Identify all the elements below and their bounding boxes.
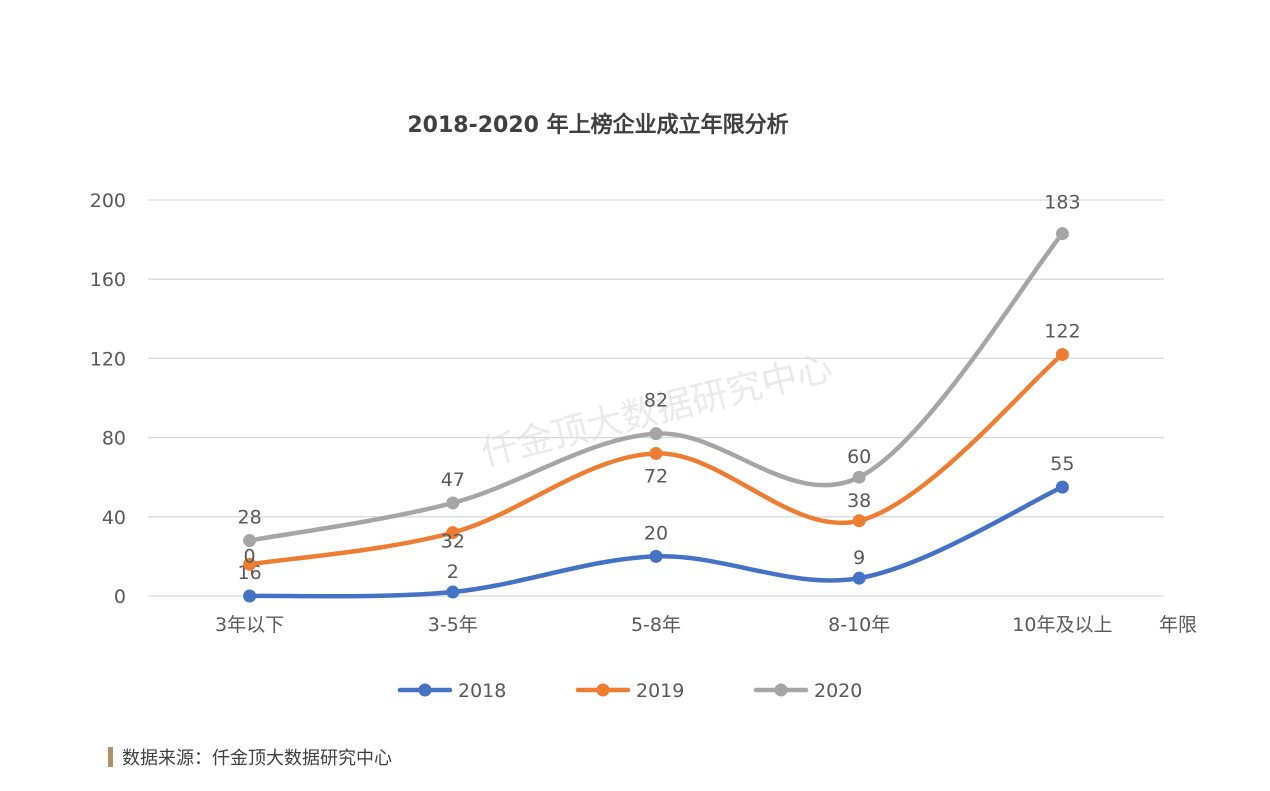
data-label-2020: 183	[1044, 192, 1080, 214]
data-point-2019	[852, 514, 866, 528]
x-axis-ticks: 3年以下 3-5年 5-8年 8-10年 10年及以上	[215, 614, 1112, 636]
data-label-2019: 0	[244, 545, 256, 567]
data-point-2018	[649, 549, 663, 563]
data-label-2019: 38	[847, 490, 871, 512]
data-point-2018	[243, 589, 257, 603]
data-point-2018	[852, 571, 866, 585]
legend-marker	[596, 683, 610, 697]
data-label-2020: 47	[441, 469, 465, 491]
x-tick-label: 3年以下	[215, 614, 284, 636]
series: 16 2 20 9 55 0 32 72 38 122 28 47 82 60 183	[238, 192, 1081, 603]
data-point-2019	[649, 446, 663, 460]
data-point-2018	[1055, 480, 1069, 494]
legend-label: 2018	[458, 680, 506, 702]
y-tick-label: 120	[90, 348, 126, 370]
source-note: 数据来源：仟金顶大数据研究中心	[108, 744, 392, 770]
series-2020: 28 47 82 60 183	[238, 192, 1081, 548]
series-2019: 0 32 72 38 122	[243, 320, 1081, 571]
legend: 2018 2019 2020	[397, 680, 862, 702]
y-tick-label: 200	[90, 190, 126, 212]
y-tick-label: 0	[114, 586, 126, 608]
y-tick-label: 40	[102, 507, 126, 529]
legend-item-2020: 2020	[753, 680, 862, 702]
data-point-2019	[243, 557, 257, 571]
legend-item-2019: 2019	[575, 680, 684, 702]
data-label-2018: 9	[853, 547, 865, 569]
x-axis-label: 年限	[1159, 614, 1197, 636]
y-tick-label: 160	[90, 269, 126, 291]
legend-item-2018: 2018	[397, 680, 506, 702]
data-point-2020	[243, 534, 257, 548]
y-tick-label: 80	[102, 428, 126, 450]
legend-label: 2020	[814, 680, 862, 702]
data-point-2020	[649, 427, 663, 441]
y-axis-ticks: 0 40 80 120 160 200	[90, 190, 126, 608]
data-point-2019	[446, 526, 460, 540]
series-2018: 16 2 20 9 55	[238, 453, 1074, 603]
data-label-2019: 32	[441, 531, 465, 553]
data-point-2018	[446, 585, 460, 599]
data-label-2020: 28	[238, 507, 262, 529]
data-label-2018: 55	[1050, 453, 1074, 475]
chart-title: 2018-2020 年上榜企业成立年限分析	[407, 112, 788, 138]
data-label-2018: 16	[238, 562, 262, 584]
data-label-2020: 60	[847, 446, 871, 468]
data-label-2019: 72	[644, 465, 668, 487]
legend-label: 2019	[636, 680, 684, 702]
legend-marker	[418, 683, 432, 697]
source-text: 数据来源：仟金顶大数据研究中心	[122, 748, 392, 769]
data-label-2020: 82	[644, 390, 668, 412]
data-point-2020	[852, 470, 866, 484]
source-marker	[108, 747, 113, 767]
data-point-2020	[1055, 227, 1069, 241]
x-tick-label: 5-8年	[631, 614, 681, 636]
legend-marker	[774, 683, 788, 697]
data-label-2018: 2	[447, 561, 459, 583]
x-tick-label: 8-10年	[828, 614, 890, 636]
data-point-2019	[1055, 347, 1069, 361]
series-line-2020	[247, 231, 1065, 543]
data-label-2019: 122	[1044, 320, 1080, 342]
data-label-2018: 20	[644, 522, 668, 544]
x-tick-label: 3-5年	[428, 614, 478, 636]
x-tick-label: 10年及以上	[1012, 614, 1112, 636]
data-point-2020	[446, 496, 460, 510]
